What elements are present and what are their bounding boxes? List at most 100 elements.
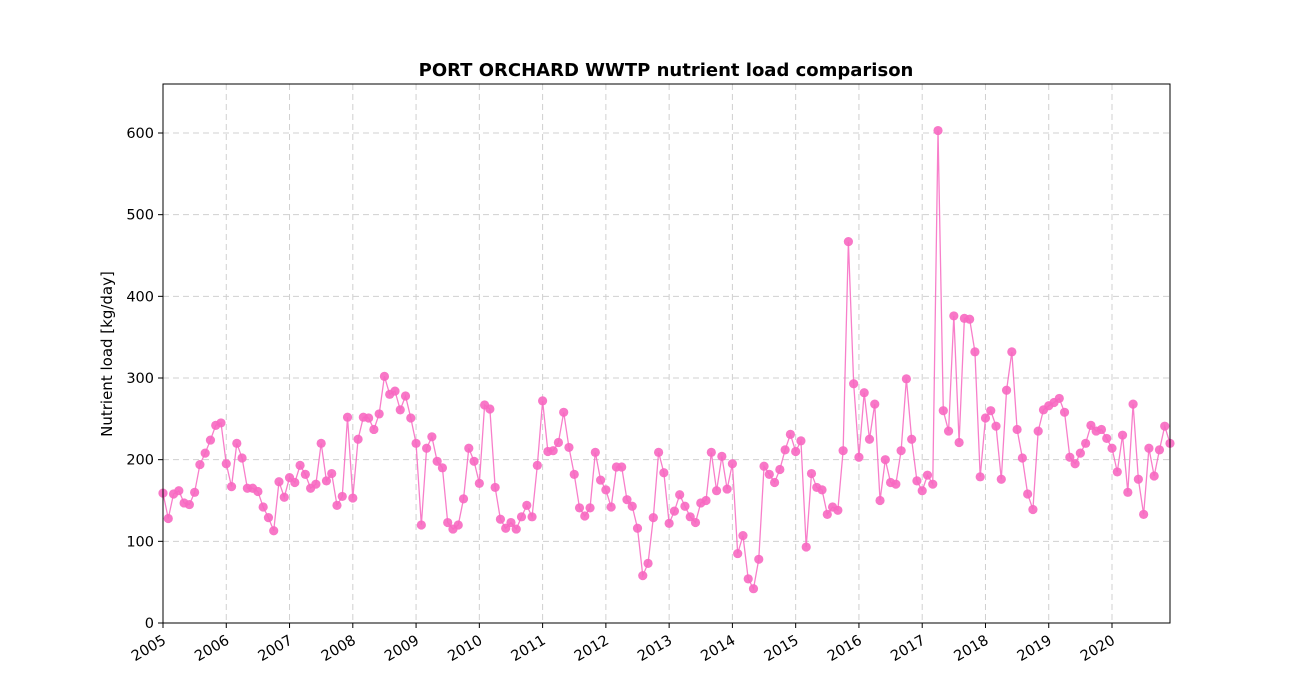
chart-title: PORT ORCHARD WWTP nutrient load comparis… [419,60,914,81]
data-point [722,484,732,494]
data-point [443,517,453,528]
x-tick-label: 2019 [1015,633,1055,665]
data-point [843,237,853,247]
data-point [232,438,242,448]
y-tick-label: 300 [126,371,154,387]
data-point [590,447,600,457]
data-point [1144,443,1154,453]
data-point [1128,399,1138,409]
data-point [221,459,231,469]
axes: 0 100 200 300 400 500 600 2005 2006 2007 2008 2009 2… [126,126,1118,665]
data-point [564,442,574,453]
data-point [922,470,933,480]
x-tick-label: 2014 [698,633,738,665]
data-point [1070,459,1080,469]
data-point [653,447,664,457]
data-point [938,406,948,416]
data-point [648,513,658,523]
data-point [580,511,590,521]
data-point [748,584,759,594]
data-point [806,468,817,479]
y-tick-label: 400 [126,289,154,305]
x-tick-label: 2008 [319,633,359,665]
data-point [327,468,337,479]
data-point [711,486,722,496]
data-point [907,434,917,444]
data-point [733,548,743,559]
data-point [659,468,669,478]
data-point [743,574,753,584]
data-point [321,476,332,486]
x-tick-label: 2007 [256,633,296,665]
x-tick-label: 2011 [509,633,549,665]
data-point [237,453,247,463]
data-point [495,514,506,524]
data-point [474,478,484,488]
x-tick-label: 2013 [635,633,675,665]
data-point [880,455,890,465]
data-point [485,404,495,414]
data-point [706,447,716,457]
data-point [348,493,358,503]
plot-frame [162,83,1171,624]
data-point [190,487,200,497]
data-point [817,485,827,495]
data-point [1123,487,1133,497]
data-point [337,491,347,502]
data-point [395,405,405,415]
data-point [1160,421,1170,431]
data-point [622,495,632,505]
y-tick-label: 500 [126,208,154,224]
data-point [174,486,184,496]
data-point [548,446,558,456]
data-point [432,456,442,466]
y-tick-label: 200 [126,453,154,469]
data-point [553,437,564,448]
data-point [1023,489,1033,499]
data-point [1001,385,1012,395]
data-point [374,409,384,419]
data-point [833,505,843,515]
grid-lines [162,84,1170,624]
data-point [996,474,1006,484]
data-point [353,434,363,444]
series-layer [158,125,1175,594]
data-point [717,451,727,461]
data-point [559,407,569,417]
data-point [980,413,991,423]
data-point [854,452,864,462]
data-point [163,513,173,524]
data-point [274,477,284,487]
x-tick-label: 2005 [129,633,169,665]
data-point [406,413,416,423]
data-point [253,486,263,497]
data-point [912,476,922,486]
data-point [638,571,648,581]
y-tick-label: 600 [126,126,154,142]
y-axis-label: Nutrient load [kg/day] [98,271,116,437]
data-point [627,501,637,511]
data-point [764,469,774,479]
data-point [1033,426,1043,436]
data-point [195,459,205,470]
data-point [1028,504,1038,515]
data-point [369,424,379,435]
data-point [316,438,326,448]
data-point [400,391,411,401]
data-point [759,461,769,471]
data-point [822,509,832,519]
data-point [838,446,848,456]
data-point [416,520,426,530]
data-point [464,443,474,453]
data-point [791,446,801,457]
data-point [574,503,585,513]
data-point [965,314,975,324]
data-point [785,429,796,439]
data-point [701,495,711,506]
data-point [532,460,542,470]
data-point [569,469,579,479]
data-point [1059,407,1070,417]
data-point [643,558,653,568]
data-point [458,494,469,504]
